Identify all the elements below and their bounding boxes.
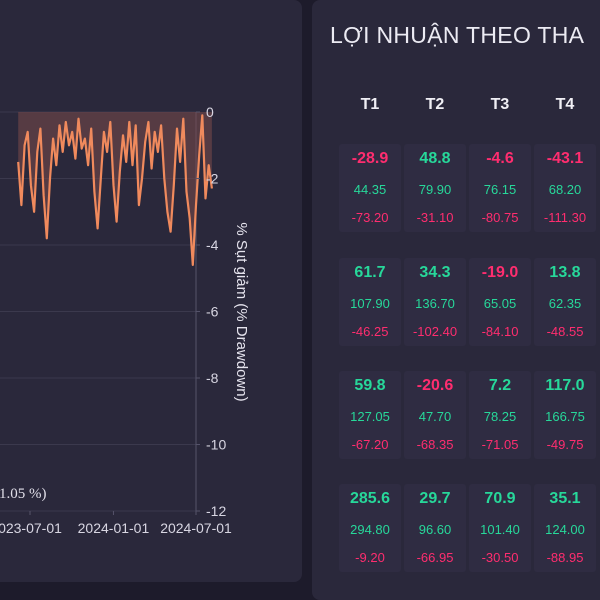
panel-title: LỢI NHUẬN THEO THA [330,22,585,48]
column-header: T4 [555,96,575,113]
y-tick-label: -8 [206,370,219,386]
month-high-value: 68.20 [548,182,582,197]
month-high-value: 79.90 [418,182,452,197]
y-axis-label: % Sụt giảm (% Drawdown) [233,222,250,401]
month-high-value: 127.05 [350,409,390,424]
x-tick-label: 2024-01-01 [78,520,150,536]
month-low-value: -66.95 [416,550,454,565]
x-tick-label: 023-07-01 [0,520,62,536]
month-low-value: -31.10 [416,210,454,225]
month-return-value: 29.7 [419,490,451,507]
month-low-value: -73.20 [351,210,389,225]
month-cell [469,371,531,459]
month-return-value: 70.9 [484,490,516,507]
month-high-value: 44.35 [353,182,387,197]
month-cell [339,258,401,346]
drawdown-line [17,114,213,266]
month-cell [404,371,466,459]
month-high-value: 78.25 [483,409,517,424]
month-low-value: -48.55 [546,324,584,339]
drawdown-chart: 0 -2 -4 -6 -8 -10 -12 % Sụt giảm (% Drawdown) 02… [0,104,250,536]
month-high-value: 107.90 [350,296,390,311]
month-cell [469,484,531,572]
month-high-value: 65.05 [483,296,517,311]
month-low-value: -111.30 [543,210,587,225]
month-low-value: -88.95 [546,550,584,565]
month-low-value: -9.20 [355,550,385,565]
monthly-returns-panel: LỢI NHUẬN THEO THA T1 T2 T3 T4 -28.9 44.35 -73… [312,0,600,600]
month-high-value: 124.00 [545,522,585,537]
column-header: T3 [490,96,510,113]
month-cell [534,258,596,346]
month-high-value: 76.15 [483,182,517,197]
month-return-value: -28.9 [351,150,389,167]
month-low-value: -68.35 [416,437,454,452]
month-return-value: -43.1 [546,150,584,167]
drawdown-chart-panel: 0 -2 -4 -6 -8 -10 -12 % Sụt giảm (% Drawdown) 02… [0,0,302,582]
month-low-value: -102.40 [412,324,458,339]
month-return-value: 35.1 [549,490,581,507]
month-low-value: -67.20 [351,437,389,452]
y-tick-label: -6 [206,304,219,320]
month-high-value: 294.80 [350,522,390,537]
month-cell [339,484,401,572]
month-return-value: 48.8 [419,150,451,167]
month-cell [469,258,531,346]
month-return-value: 59.8 [354,377,386,394]
legend-text: 11.05 %) [0,486,46,502]
month-cell [404,484,466,572]
x-tick-label: 2024-07-01 [160,520,232,536]
month-high-value: 47.70 [418,409,452,424]
month-cell [534,371,596,459]
month-high-value: 136.70 [415,296,455,311]
month-high-value: 62.35 [548,296,582,311]
month-cell [534,144,596,232]
month-low-value: -46.25 [351,324,389,339]
month-cell [339,371,401,459]
month-return-value: 285.6 [349,490,391,507]
month-high-value: 166.75 [545,409,585,424]
column-header: T2 [425,96,445,113]
month-cell [534,484,596,572]
month-return-value: 61.7 [354,264,386,281]
month-return-value: -4.6 [486,150,514,167]
month-cell [469,144,531,232]
month-cell [339,144,401,232]
month-low-value: -30.50 [481,550,519,565]
month-return-value: -20.6 [416,377,454,394]
y-tick-label: -4 [206,237,219,253]
month-high-value: 96.60 [418,522,452,537]
month-return-value: 117.0 [545,377,585,394]
month-return-value: 7.2 [488,377,512,394]
month-low-value: -49.75 [546,437,584,452]
y-tick-label: -12 [206,503,226,519]
month-low-value: -80.75 [481,210,519,225]
month-low-value: -84.10 [481,324,519,339]
month-cell [404,258,466,346]
y-tick-label: -2 [206,171,219,187]
month-return-value: -19.0 [481,264,519,281]
month-return-value: 13.8 [549,264,581,281]
y-tick-label: 0 [206,104,214,120]
month-low-value: -71.05 [481,437,519,452]
month-high-value: 101.40 [480,522,520,537]
month-return-value: 34.3 [419,264,451,281]
column-header: T1 [360,96,380,113]
month-cell [404,144,466,232]
y-tick-label: -10 [206,437,226,453]
